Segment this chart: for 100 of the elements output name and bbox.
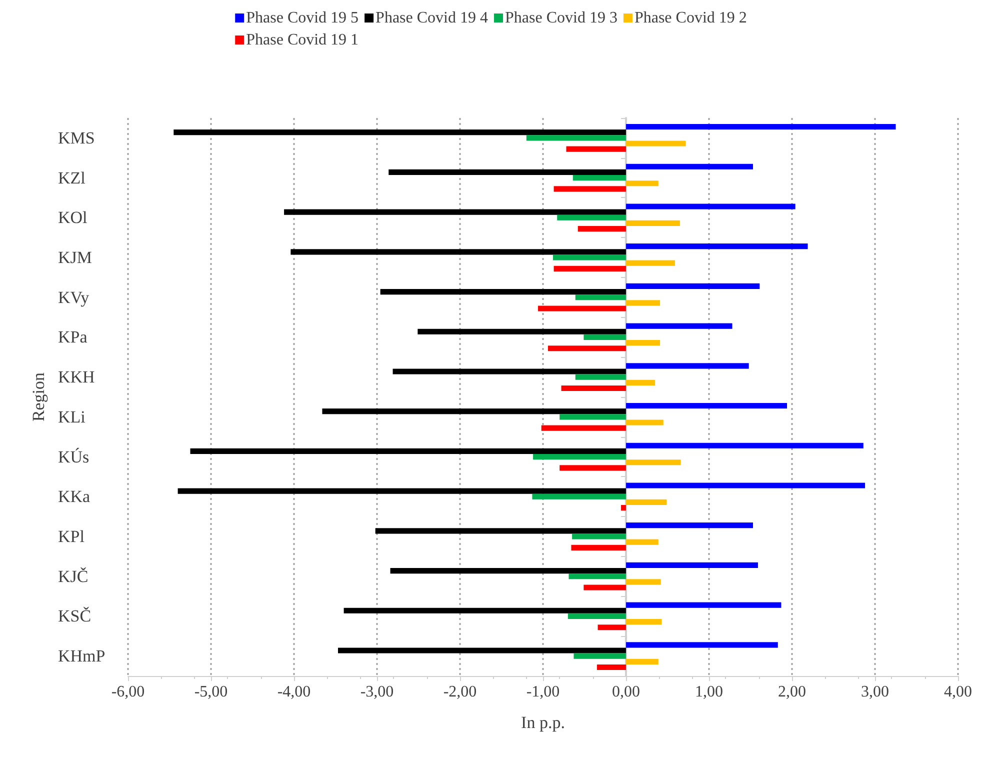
x-tick-label: 1,00 [695,684,723,700]
bar [626,499,667,506]
bar [626,180,658,186]
bar [626,539,658,545]
bar [626,460,681,466]
bar [572,174,626,181]
legend-label: Phase Covid 19 2 [634,10,747,26]
x-tick-label: -3,00 [360,684,394,700]
bar [322,408,626,414]
bar [178,488,626,494]
legend-label: Phase Covid 19 1 [246,32,359,48]
y-tick-label: KZl [58,168,86,188]
bar [584,584,626,590]
bar [548,346,626,352]
y-tick-label: KLi [58,407,86,426]
y-tick-label: KJM [58,248,92,267]
bar [572,534,626,540]
x-axis-title: In p.p. [521,713,565,732]
y-tick-label: KHmP [58,646,106,666]
bar [626,164,753,170]
bar [626,562,758,568]
x-tick-label: 3,00 [861,684,889,700]
bar [626,482,866,488]
bar [380,288,626,295]
bar [554,186,626,192]
bar [575,374,626,380]
x-tick-label: -1,00 [526,684,560,700]
x-tick-label: 2,00 [778,684,806,700]
x-tick-label: 0,00 [612,684,640,700]
legend-label: Phase Covid 19 3 [505,10,618,26]
bar [554,266,626,272]
bar [388,169,626,175]
bar [598,624,626,630]
x-tick-label: -4,00 [277,684,311,700]
bar [574,653,626,659]
y-tick-label: KMS [58,128,95,148]
bar [560,414,626,420]
bar [578,226,626,232]
y-axis-title: Region [29,372,48,422]
bar [418,328,626,334]
y-tick-label: KKa [58,487,91,506]
bar [338,648,626,654]
bar [538,306,626,312]
bar [190,448,626,454]
bar [626,244,808,250]
bar [526,135,626,141]
bar [575,294,626,300]
bar [626,579,661,585]
bar [557,214,626,220]
bar [626,260,675,266]
bar [566,146,626,152]
bar [626,220,680,226]
y-tick-label: KKH [58,368,95,387]
bar [621,505,626,511]
x-tick-label: -2,00 [443,684,477,700]
bar [568,574,626,580]
x-tick-label: 4,00 [944,684,972,700]
bar [626,363,749,369]
bar [626,619,662,625]
x-tick-label: -6,00 [111,684,145,700]
bar [390,568,626,574]
bar [560,465,626,471]
bar [626,124,896,130]
bar [626,442,864,448]
bar [626,522,753,528]
bar [174,130,626,136]
x-tick-label: -5,00 [194,684,228,700]
bar [626,140,686,146]
bar [626,402,788,409]
bar [571,544,626,550]
y-tick-label: KPl [58,527,85,546]
legend-label: Phase Covid 19 5 [246,10,359,26]
bar [532,494,626,500]
bar [626,204,796,210]
bar [626,602,782,608]
y-tick-label: KSČ [58,606,92,626]
bar [561,385,626,392]
bar [626,300,660,306]
bar [344,608,626,614]
bar [375,528,626,534]
bar [533,454,626,460]
bar [552,254,626,260]
bar [626,642,778,648]
bar [290,249,626,255]
bar [626,323,732,329]
bar [568,613,626,620]
bar [626,658,658,664]
y-tick-label: KVy [58,288,90,307]
y-tick-label: KPa [58,328,88,347]
bar [626,283,760,289]
bar [626,420,664,426]
bar [626,340,660,346]
bar [541,425,626,431]
bar [584,334,626,340]
y-tick-label: KJČ [58,566,88,586]
bar [392,368,626,374]
bar [284,209,626,215]
bar [596,664,626,670]
y-tick-label: KOl [58,208,88,228]
bar [626,380,656,386]
